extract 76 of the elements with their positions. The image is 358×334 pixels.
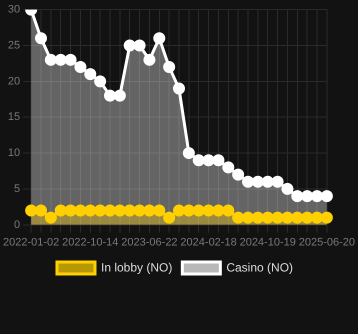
- point: [34, 32, 47, 44]
- point: [212, 154, 224, 166]
- point: [262, 176, 274, 188]
- y-tick-label: 5: [14, 182, 20, 195]
- point: [320, 212, 333, 224]
- point: [242, 212, 254, 224]
- point: [153, 204, 166, 216]
- point: [163, 212, 176, 224]
- point: [153, 32, 166, 44]
- x-tick-label: 2024-10-19: [240, 236, 296, 248]
- y-tick-label: 30: [8, 4, 20, 16]
- point: [272, 212, 284, 224]
- point: [252, 212, 264, 224]
- point: [301, 190, 314, 202]
- point: [232, 168, 244, 181]
- x-tick-label: 2023-06-22: [121, 236, 178, 248]
- y-tick-label: 0: [14, 218, 20, 231]
- point: [272, 176, 284, 188]
- point: [94, 75, 106, 88]
- point: [74, 60, 86, 73]
- point: [222, 204, 234, 216]
- y-tick-label: 15: [8, 111, 20, 124]
- point: [192, 154, 205, 166]
- point: [173, 204, 185, 216]
- point: [222, 161, 234, 174]
- point: [104, 90, 116, 102]
- point: [202, 154, 215, 166]
- point: [212, 204, 224, 216]
- point: [182, 147, 195, 160]
- point: [252, 176, 264, 188]
- x-tick-label: 2022-01-02: [2, 236, 60, 248]
- point: [25, 204, 38, 216]
- point: [44, 54, 57, 66]
- point: [54, 204, 67, 216]
- point: [242, 176, 254, 188]
- point: [64, 54, 77, 66]
- point: [311, 212, 324, 224]
- point: [34, 204, 47, 216]
- point: [232, 212, 244, 224]
- point: [192, 204, 205, 216]
- point: [202, 204, 215, 216]
- y-tick-label: 10: [8, 147, 20, 160]
- point: [84, 68, 96, 80]
- point: [143, 204, 156, 216]
- legend-label: In lobby (NO): [100, 260, 172, 274]
- point: [124, 39, 136, 52]
- legend-label: Casino (NO): [226, 260, 294, 274]
- point: [173, 82, 185, 95]
- point: [84, 204, 96, 216]
- point: [182, 204, 195, 216]
- x-tick-label: 2022-10-14: [62, 236, 118, 248]
- point: [104, 204, 116, 216]
- point: [134, 39, 146, 52]
- point: [54, 54, 67, 66]
- point: [281, 212, 294, 224]
- point: [143, 54, 156, 66]
- point: [44, 212, 57, 224]
- point: [163, 60, 176, 73]
- point: [74, 204, 86, 216]
- point: [114, 90, 126, 102]
- point: [281, 182, 294, 195]
- point: [124, 204, 136, 216]
- point: [291, 190, 304, 202]
- x-tick-label: 2025-06-20: [298, 236, 356, 248]
- x-tick-label: 2024-02-18: [180, 236, 237, 248]
- point: [114, 204, 126, 216]
- point: [64, 204, 77, 216]
- point: [301, 212, 314, 224]
- point: [262, 212, 274, 224]
- point: [291, 212, 304, 224]
- point: [311, 190, 324, 202]
- point: [134, 204, 146, 216]
- point: [94, 204, 106, 216]
- y-tick-label: 25: [8, 40, 20, 52]
- y-tick-label: 20: [8, 75, 20, 88]
- point: [320, 190, 333, 202]
